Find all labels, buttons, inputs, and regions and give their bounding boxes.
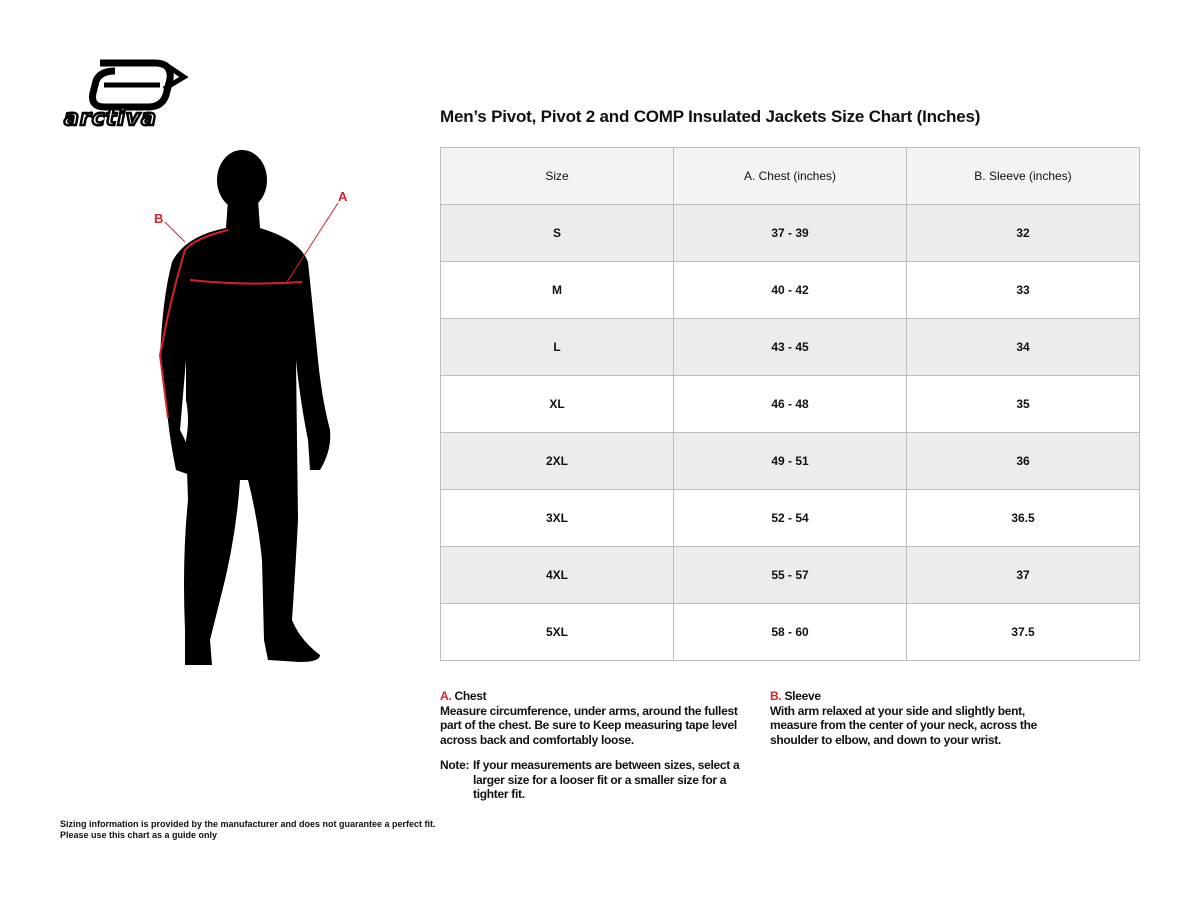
table-row: XL 46 - 48 35 <box>440 375 1140 433</box>
table-row: 3XL 52 - 54 36.5 <box>440 489 1140 547</box>
table-row: 4XL 55 - 57 37 <box>440 546 1140 604</box>
chest-cell: 58 - 60 <box>673 603 907 661</box>
size-cell: S <box>440 204 674 262</box>
header-size: Size <box>440 147 674 205</box>
label-a: A <box>338 189 348 204</box>
chest-cell: 37 - 39 <box>673 204 907 262</box>
chest-cell: 55 - 57 <box>673 546 907 604</box>
sleeve-note: B. Sleeve With arm relaxed at your side … <box>770 689 1070 747</box>
table-row: L 43 - 45 34 <box>440 318 1140 376</box>
disclaimer: Sizing information is provided by the ma… <box>60 819 436 841</box>
body-silhouette: A B <box>154 150 348 665</box>
sleeve-text: With arm relaxed at your side and slight… <box>770 703 1038 747</box>
sleeve-cell: 37 <box>906 546 1140 604</box>
sleeve-title: Sleeve <box>784 689 821 703</box>
table-row: S 37 - 39 32 <box>440 204 1140 262</box>
size-cell: 4XL <box>440 546 674 604</box>
header-sleeve: B. Sleeve (inches) <box>906 147 1140 205</box>
table-row: 2XL 49 - 51 36 <box>440 432 1140 490</box>
note-text: If your measurements are between sizes, … <box>473 758 740 801</box>
size-cell: 3XL <box>440 489 674 547</box>
chest-cell: 40 - 42 <box>673 261 907 319</box>
disclaimer-line-1: Sizing information is provided by the ma… <box>60 819 436 829</box>
chest-title: Chest <box>454 689 487 703</box>
sleeve-cell: 36 <box>906 432 1140 490</box>
table-row: 5XL 58 - 60 37.5 <box>440 603 1140 661</box>
label-b: B <box>154 211 163 226</box>
arctiva-logo: arctiva <box>63 59 189 130</box>
svg-text:arctiva: arctiva <box>64 106 157 130</box>
sleeve-cell: 34 <box>906 318 1140 376</box>
sleeve-letter: B. <box>770 689 782 703</box>
chest-cell: 52 - 54 <box>673 489 907 547</box>
size-cell: M <box>440 261 674 319</box>
note-label: Note: <box>440 758 470 772</box>
chest-note: A. Chest Measure circumference, under ar… <box>440 689 740 747</box>
sleeve-cell: 35 <box>906 375 1140 433</box>
size-cell: XL <box>440 375 674 433</box>
chest-cell: 43 - 45 <box>673 318 907 376</box>
chest-cell: 46 - 48 <box>673 375 907 433</box>
disclaimer-line-2: Please use this chart as a guide only <box>60 830 218 840</box>
size-table: Size A. Chest (inches) B. Sleeve (inches… <box>440 147 1140 661</box>
sleeve-cell: 33 <box>906 261 1140 319</box>
size-cell: 5XL <box>440 603 674 661</box>
size-cell: L <box>440 318 674 376</box>
sleeve-cell: 32 <box>906 204 1140 262</box>
fit-note: Note: If your measurements are between s… <box>440 758 740 802</box>
chest-letter: A. <box>440 689 452 703</box>
chest-cell: 49 - 51 <box>673 432 907 490</box>
sleeve-cell: 37.5 <box>906 603 1140 661</box>
header-chest: A. Chest (inches) <box>673 147 907 205</box>
page-title: Men’s Pivot, Pivot 2 and COMP Insulated … <box>440 107 981 126</box>
table-row: M 40 - 42 33 <box>440 261 1140 319</box>
sleeve-cell: 36.5 <box>906 489 1140 547</box>
chest-text: Measure circumference, under arms, aroun… <box>440 703 738 747</box>
size-cell: 2XL <box>440 432 674 490</box>
